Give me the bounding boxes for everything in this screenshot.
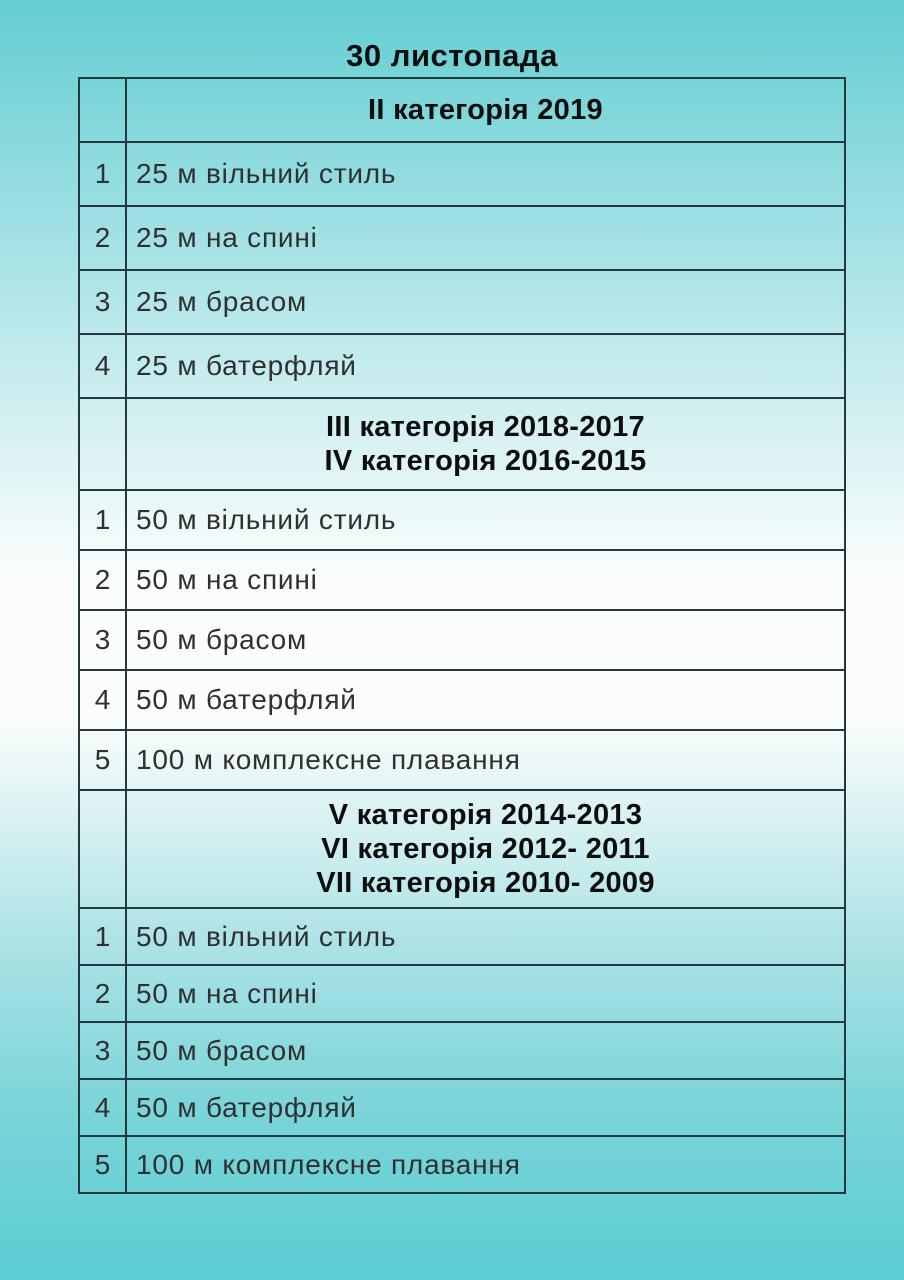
event-name: 50 м на спині bbox=[125, 549, 846, 611]
category-title-line: III категорія 2018-2017 bbox=[326, 411, 645, 443]
category-header: III категорія 2018-2017 IV категорія 201… bbox=[125, 397, 846, 491]
event-name: 100 м комплексне плавання bbox=[125, 1135, 846, 1194]
event-row: 3 50 м брасом bbox=[78, 609, 846, 671]
category-section-3: V категорія 2014-2013 VI категорія 2012-… bbox=[78, 789, 846, 1194]
category-title-line: IV категорія 2016-2015 bbox=[324, 445, 647, 477]
category-header-row: V категорія 2014-2013 VI категорія 2012-… bbox=[78, 789, 846, 909]
events-table: II категорія 2019 1 25 м вільний стиль 2… bbox=[78, 77, 846, 1194]
event-row: 4 50 м батерфляй bbox=[78, 1078, 846, 1137]
empty-cell bbox=[78, 789, 127, 909]
event-name: 25 м вільний стиль bbox=[125, 141, 846, 207]
event-name: 50 м вільний стиль bbox=[125, 489, 846, 551]
event-name: 50 м брасом bbox=[125, 1021, 846, 1080]
event-name: 50 м брасом bbox=[125, 609, 846, 671]
event-row: 3 50 м брасом bbox=[78, 1021, 846, 1080]
event-row: 1 50 м вільний стиль bbox=[78, 489, 846, 551]
event-name: 25 м брасом bbox=[125, 269, 846, 335]
event-name: 50 м на спині bbox=[125, 964, 846, 1023]
event-number: 3 bbox=[78, 269, 127, 335]
category-title-line: VII категорія 2010- 2009 bbox=[316, 867, 655, 899]
event-number: 5 bbox=[78, 729, 127, 791]
event-number: 4 bbox=[78, 669, 127, 731]
event-row: 4 25 м батерфляй bbox=[78, 333, 846, 399]
category-title-line: VI категорія 2012- 2011 bbox=[321, 833, 650, 865]
event-row: 2 50 м на спині bbox=[78, 549, 846, 611]
event-row: 5 100 м комплексне плавання bbox=[78, 1135, 846, 1194]
category-header: V категорія 2014-2013 VI категорія 2012-… bbox=[125, 789, 846, 909]
empty-cell bbox=[78, 77, 127, 143]
event-number: 4 bbox=[78, 333, 127, 399]
category-title-line: II категорія 2019 bbox=[368, 94, 603, 126]
category-title-line: V категорія 2014-2013 bbox=[328, 799, 643, 831]
event-row: 2 25 м на спині bbox=[78, 205, 846, 271]
event-number: 1 bbox=[78, 907, 127, 966]
event-row: 4 50 м батерфляй bbox=[78, 669, 846, 731]
category-section-1: II категорія 2019 1 25 м вільний стиль 2… bbox=[78, 77, 846, 399]
event-number: 2 bbox=[78, 964, 127, 1023]
category-header-row: II категорія 2019 bbox=[78, 77, 846, 143]
event-number: 1 bbox=[78, 489, 127, 551]
empty-cell bbox=[78, 397, 127, 491]
event-row: 5 100 м комплексне плавання bbox=[78, 729, 846, 791]
page-title: 30 листопада bbox=[346, 38, 558, 73]
event-name: 100 м комплексне плавання bbox=[125, 729, 846, 791]
category-header: II категорія 2019 bbox=[125, 77, 846, 143]
event-number: 5 bbox=[78, 1135, 127, 1194]
event-row: 2 50 м на спині bbox=[78, 964, 846, 1023]
event-row: 3 25 м брасом bbox=[78, 269, 846, 335]
event-name: 50 м вільний стиль bbox=[125, 907, 846, 966]
event-name: 50 м батерфляй bbox=[125, 669, 846, 731]
event-number: 4 bbox=[78, 1078, 127, 1137]
event-name: 25 м на спині bbox=[125, 205, 846, 271]
event-row: 1 25 м вільний стиль bbox=[78, 141, 846, 207]
event-row: 1 50 м вільний стиль bbox=[78, 907, 846, 966]
event-number: 2 bbox=[78, 549, 127, 611]
event-number: 1 bbox=[78, 141, 127, 207]
event-number: 3 bbox=[78, 1021, 127, 1080]
event-name: 25 м батерфляй bbox=[125, 333, 846, 399]
event-number: 2 bbox=[78, 205, 127, 271]
category-header-row: III категорія 2018-2017 IV категорія 201… bbox=[78, 397, 846, 491]
event-number: 3 bbox=[78, 609, 127, 671]
category-section-2: III категорія 2018-2017 IV категорія 201… bbox=[78, 397, 846, 791]
event-name: 50 м батерфляй bbox=[125, 1078, 846, 1137]
